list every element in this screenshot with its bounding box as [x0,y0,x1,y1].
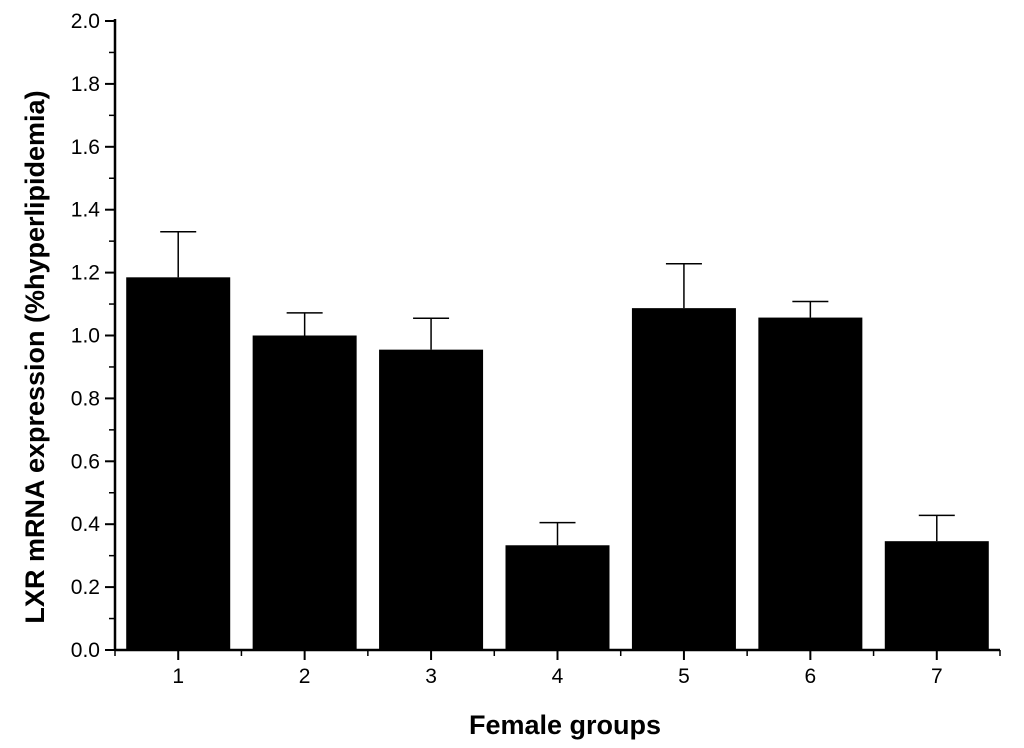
x-tick-label: 1 [172,665,184,688]
x-tick-label: 2 [299,665,311,688]
x-tick-label: 5 [678,665,690,688]
axes-group [105,19,1001,660]
bar [505,545,610,650]
y-tick-label: 0.4 [71,513,101,536]
x-tick-label: 6 [805,665,817,688]
y-tick-label: 0.6 [71,450,100,473]
bar [252,335,357,650]
bar [126,277,231,650]
error-bars-group [160,230,955,546]
bar [758,317,863,650]
y-tick-label: 2.0 [71,10,100,33]
y-axis-title: LXR mRNA expression (%hyperlipidemia) [20,90,50,623]
y-tick-label: 0.0 [71,639,100,662]
x-tick-label: 3 [425,665,437,688]
y-tick-label: 1.0 [71,325,100,348]
tick-labels-group: 0.0 0.2 0.4 0.6 0.8 1.0 1.2 1.4 1.6 1.8 2.0 1 2 3 4 5 6 7 [71,10,943,688]
bar [379,349,484,650]
y-tick-label: 1.4 [71,199,101,222]
y-tick-label: 0.2 [71,576,100,599]
y-tick-label: 1.8 [71,73,100,96]
bars-group [126,277,989,650]
bar [631,308,736,650]
y-tick-label: 1.2 [71,262,100,285]
x-tick-label: 7 [931,665,943,688]
x-axis-title: Female groups [469,710,661,740]
x-tick-label: 4 [552,665,564,688]
y-tick-label: 0.8 [71,387,100,410]
bar [884,541,989,650]
y-tick-label: 1.6 [71,136,100,159]
